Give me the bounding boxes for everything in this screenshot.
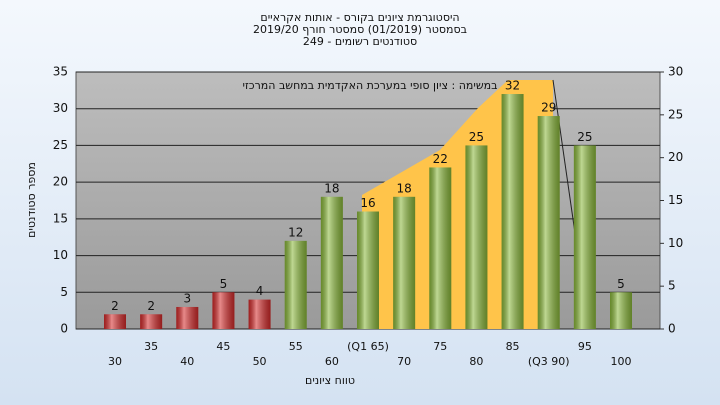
x-tick-label: 55 — [289, 340, 303, 353]
data-label: 32 — [505, 79, 520, 93]
x-tick-label: 40 — [180, 355, 194, 368]
annotation: במשימה : ציון סופי במערכת האקדמית במחשב … — [243, 79, 498, 92]
bar-shine — [176, 306, 199, 329]
y2-tick-label: 30 — [668, 65, 683, 79]
y-tick-label: 15 — [53, 211, 68, 225]
bar-shine — [357, 211, 379, 329]
x-tick-label: 80 — [469, 355, 483, 368]
bar-shine — [248, 299, 271, 329]
x-tick-label: 100 — [611, 355, 632, 368]
data-label: 12 — [288, 225, 303, 239]
y2-tick-label: 25 — [668, 107, 683, 121]
bar-shine — [610, 292, 632, 329]
data-label: 2 — [147, 299, 155, 313]
x-tick-label: 45 — [216, 340, 230, 353]
x-tick-label: 60 — [325, 355, 339, 368]
x-axis-label: טווח ציונים — [305, 374, 355, 387]
y2-tick-label: 20 — [668, 150, 683, 164]
chart-subtitle: בסמסטר (01/2019) סמסטר חורף 2019/20 — [253, 23, 467, 36]
y-tick-label: 10 — [53, 248, 68, 262]
data-label: 18 — [324, 181, 339, 195]
data-label: 16 — [360, 196, 375, 210]
bar-shine — [465, 145, 488, 329]
y-tick-label: 35 — [53, 65, 68, 79]
y-tick-label: 25 — [53, 138, 68, 152]
x-tick-label: 95 — [578, 340, 592, 353]
y2-tick-label: 15 — [668, 193, 683, 207]
y2-tick-label: 5 — [668, 279, 676, 293]
y-tick-label: 0 — [60, 322, 68, 336]
data-label: 22 — [433, 152, 448, 166]
bar-shine — [104, 314, 126, 329]
x-tick-label: 70 — [397, 355, 411, 368]
bar-shine — [284, 240, 307, 329]
bar-shine — [393, 196, 416, 329]
bar-shine — [501, 94, 524, 330]
bar-shine — [140, 314, 163, 329]
bar-shine — [212, 292, 235, 329]
x-tick-label: 35 — [144, 340, 158, 353]
data-label: 4 — [256, 284, 264, 298]
chart-subtitle: סטודנטים רשומים - 249 — [303, 35, 417, 48]
x-tick-label: 50 — [253, 355, 267, 368]
data-label: 5 — [220, 277, 228, 291]
y-axis-label: מספר סטודנטים — [25, 162, 38, 238]
x-tick-label: (Q3 90) — [528, 355, 570, 368]
data-label: 29 — [541, 101, 556, 115]
data-label: 18 — [397, 181, 412, 195]
data-label: 5 — [617, 277, 625, 291]
data-label: 25 — [577, 130, 592, 144]
bar-shine — [429, 167, 452, 329]
x-tick-label: 30 — [108, 355, 122, 368]
x-tick-label: (Q1 65) — [347, 340, 389, 353]
y-tick-label: 30 — [53, 101, 68, 115]
data-label: 25 — [469, 130, 484, 144]
data-label: 3 — [183, 291, 191, 305]
whisker-line — [552, 79, 577, 241]
y2-tick-label: 10 — [668, 236, 683, 250]
y-tick-label: 20 — [53, 175, 68, 189]
bar-shine — [537, 116, 560, 329]
x-tick-label: 85 — [506, 340, 520, 353]
bar-shine — [573, 145, 596, 329]
data-label: 2 — [111, 299, 119, 313]
bar-shine — [320, 196, 343, 329]
y2-tick-label: 0 — [668, 322, 676, 336]
chart-title: היסטוגרמת ציונים בקורס - אותות אקראיים — [260, 11, 459, 24]
x-tick-label: 75 — [433, 340, 447, 353]
y-tick-label: 5 — [60, 285, 68, 299]
